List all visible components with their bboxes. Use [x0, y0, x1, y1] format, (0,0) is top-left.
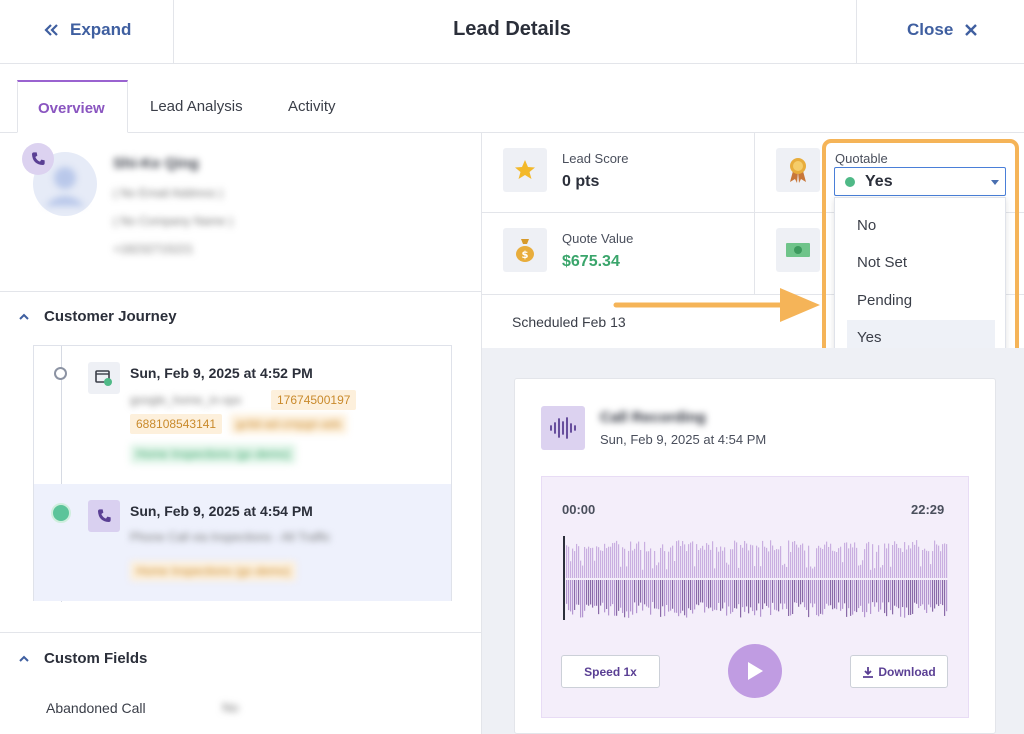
contact-email: ( No Email Address ): [113, 186, 223, 200]
audio-wave-icon: [549, 416, 577, 440]
chevron-up-icon: [18, 653, 30, 665]
tab-overview[interactable]: Overview: [17, 80, 128, 133]
customer-journey-heading: Customer Journey: [44, 308, 177, 325]
svg-text:$: $: [522, 250, 529, 261]
recording-icon-box: [541, 406, 585, 450]
lead-score-value: 0 pts: [562, 173, 599, 191]
web-visit-badge: [88, 362, 120, 394]
phone-icon: [96, 508, 112, 524]
cash-icon: [785, 240, 811, 260]
download-icon: [862, 666, 874, 678]
tab-bar: Overview Lead Analysis Activity: [0, 64, 1024, 133]
speed-button[interactable]: Speed 1x: [561, 655, 660, 688]
recording-title: Call Recording: [600, 409, 706, 426]
call-badge: [88, 500, 120, 532]
time-end: 22:29: [911, 502, 944, 517]
timeline-node-active: [51, 503, 71, 523]
web-visit-icon: [95, 369, 113, 387]
contact-name: Shi-Ke Qing: [113, 155, 199, 172]
scheduled-label: Scheduled Feb 13: [512, 314, 626, 330]
quote-value-icon-box: $: [503, 228, 547, 272]
award-ribbon-icon: [786, 156, 810, 184]
close-icon: [965, 24, 977, 36]
close-label: Close: [907, 20, 953, 40]
event-source: google_home_in-spx: [130, 393, 241, 407]
callout-arrow-icon: [612, 286, 824, 326]
contact-phone: +18232715221: [113, 242, 193, 256]
download-button[interactable]: Download: [850, 655, 948, 688]
phone-badge: [22, 143, 54, 175]
recording-timestamp: Sun, Feb 9, 2025 at 4:54 PM: [600, 432, 766, 447]
custom-fields-heading: Custom Fields: [44, 650, 147, 667]
event-source: Phone Call via Inspections - All Traffic: [130, 530, 331, 544]
lead-score-icon-box: [503, 148, 547, 192]
waveform[interactable]: [566, 540, 948, 618]
event-tag: Home Inspections (gc-demo): [130, 444, 296, 464]
star-icon: [513, 158, 537, 182]
event-badge: gclid-ad-cmpgn-ads: [230, 414, 347, 434]
play-icon: [745, 660, 765, 682]
playhead[interactable]: [563, 536, 565, 620]
event-badge: 688108543141: [130, 414, 222, 434]
quote-value-label: Quote Value: [562, 231, 633, 246]
lead-score-label: Lead Score: [562, 151, 629, 166]
event-timestamp: Sun, Feb 9, 2025 at 4:52 PM: [130, 365, 313, 381]
download-label: Download: [878, 665, 935, 679]
money-bag-icon: $: [513, 237, 537, 263]
phone-icon: [30, 151, 46, 167]
cash-icon-box: [776, 228, 820, 272]
event-tag: Home Inspections (gc-demo): [130, 561, 296, 581]
quote-value: $675.34: [562, 253, 620, 271]
header: Expand Lead Details Close: [0, 0, 1024, 64]
chevron-up-icon: [18, 311, 30, 323]
journey-timeline: Sun, Feb 9, 2025 at 4:52 PM google_home_…: [33, 345, 452, 601]
customer-journey-toggle[interactable]: Customer Journey: [18, 308, 177, 325]
timeline-node: [54, 367, 67, 380]
close-button[interactable]: Close: [907, 20, 977, 40]
quotable-icon-box: [776, 148, 820, 192]
event-badge: 17674500197: [271, 390, 356, 410]
page-title: Lead Details: [0, 18, 1024, 41]
play-button[interactable]: [728, 644, 782, 698]
callout-highlight: [822, 139, 1019, 378]
custom-fields-toggle[interactable]: Custom Fields: [18, 650, 147, 667]
custom-field-value: No: [222, 700, 239, 715]
custom-field-label: Abandoned Call: [46, 700, 146, 716]
contact-company: ( No Company Name ): [113, 214, 233, 228]
time-start: 00:00: [562, 502, 595, 517]
tab-activity[interactable]: Activity: [268, 80, 356, 133]
tab-lead-analysis[interactable]: Lead Analysis: [130, 80, 263, 133]
event-timestamp: Sun, Feb 9, 2025 at 4:54 PM: [130, 503, 313, 519]
speed-label: Speed 1x: [584, 665, 637, 679]
